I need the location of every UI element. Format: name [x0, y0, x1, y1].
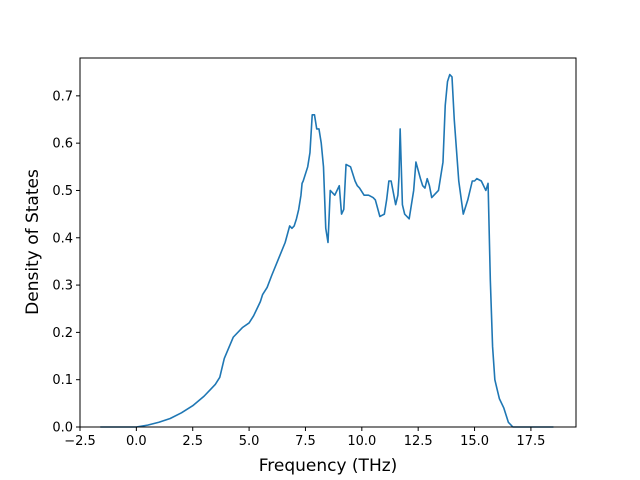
dos-series-line [100, 73, 554, 428]
y-tick-label: 0.0 [52, 421, 73, 436]
y-tick-label: 0.2 [52, 326, 73, 341]
y-tick-label: 0.3 [52, 279, 73, 294]
x-tick-label: 2.5 [182, 434, 203, 449]
y-axis-title: Density of States [23, 169, 43, 315]
x-axis-title: Frequency (THz) [259, 456, 398, 476]
x-tick-label: 10.0 [347, 434, 376, 449]
y-tick-label: 0.1 [52, 373, 73, 388]
plot-frame [79, 57, 577, 428]
x-tick-label: 15.0 [460, 434, 489, 449]
y-tick-label: 0.4 [52, 231, 73, 246]
x-tick-label: 17.5 [516, 434, 545, 449]
x-tick-label: −2.5 [64, 434, 96, 449]
y-tick-label: 0.6 [52, 137, 73, 152]
plot-area [79, 57, 577, 428]
x-tick-label: 12.5 [404, 434, 433, 449]
x-axis: −2.5 0.0 2.5 5.0 7.5 10.0 12.5 15.0 17.5 [64, 427, 545, 449]
y-axis: 0.0 0.1 0.2 0.3 0.4 0.5 0.6 0.7 [52, 89, 80, 436]
x-tick-label: 0.0 [126, 434, 147, 449]
x-tick-label: 5.0 [239, 434, 260, 449]
y-tick-label: 0.5 [52, 184, 73, 199]
x-tick-label: 7.5 [295, 434, 316, 449]
y-tick-label: 0.7 [52, 89, 73, 104]
